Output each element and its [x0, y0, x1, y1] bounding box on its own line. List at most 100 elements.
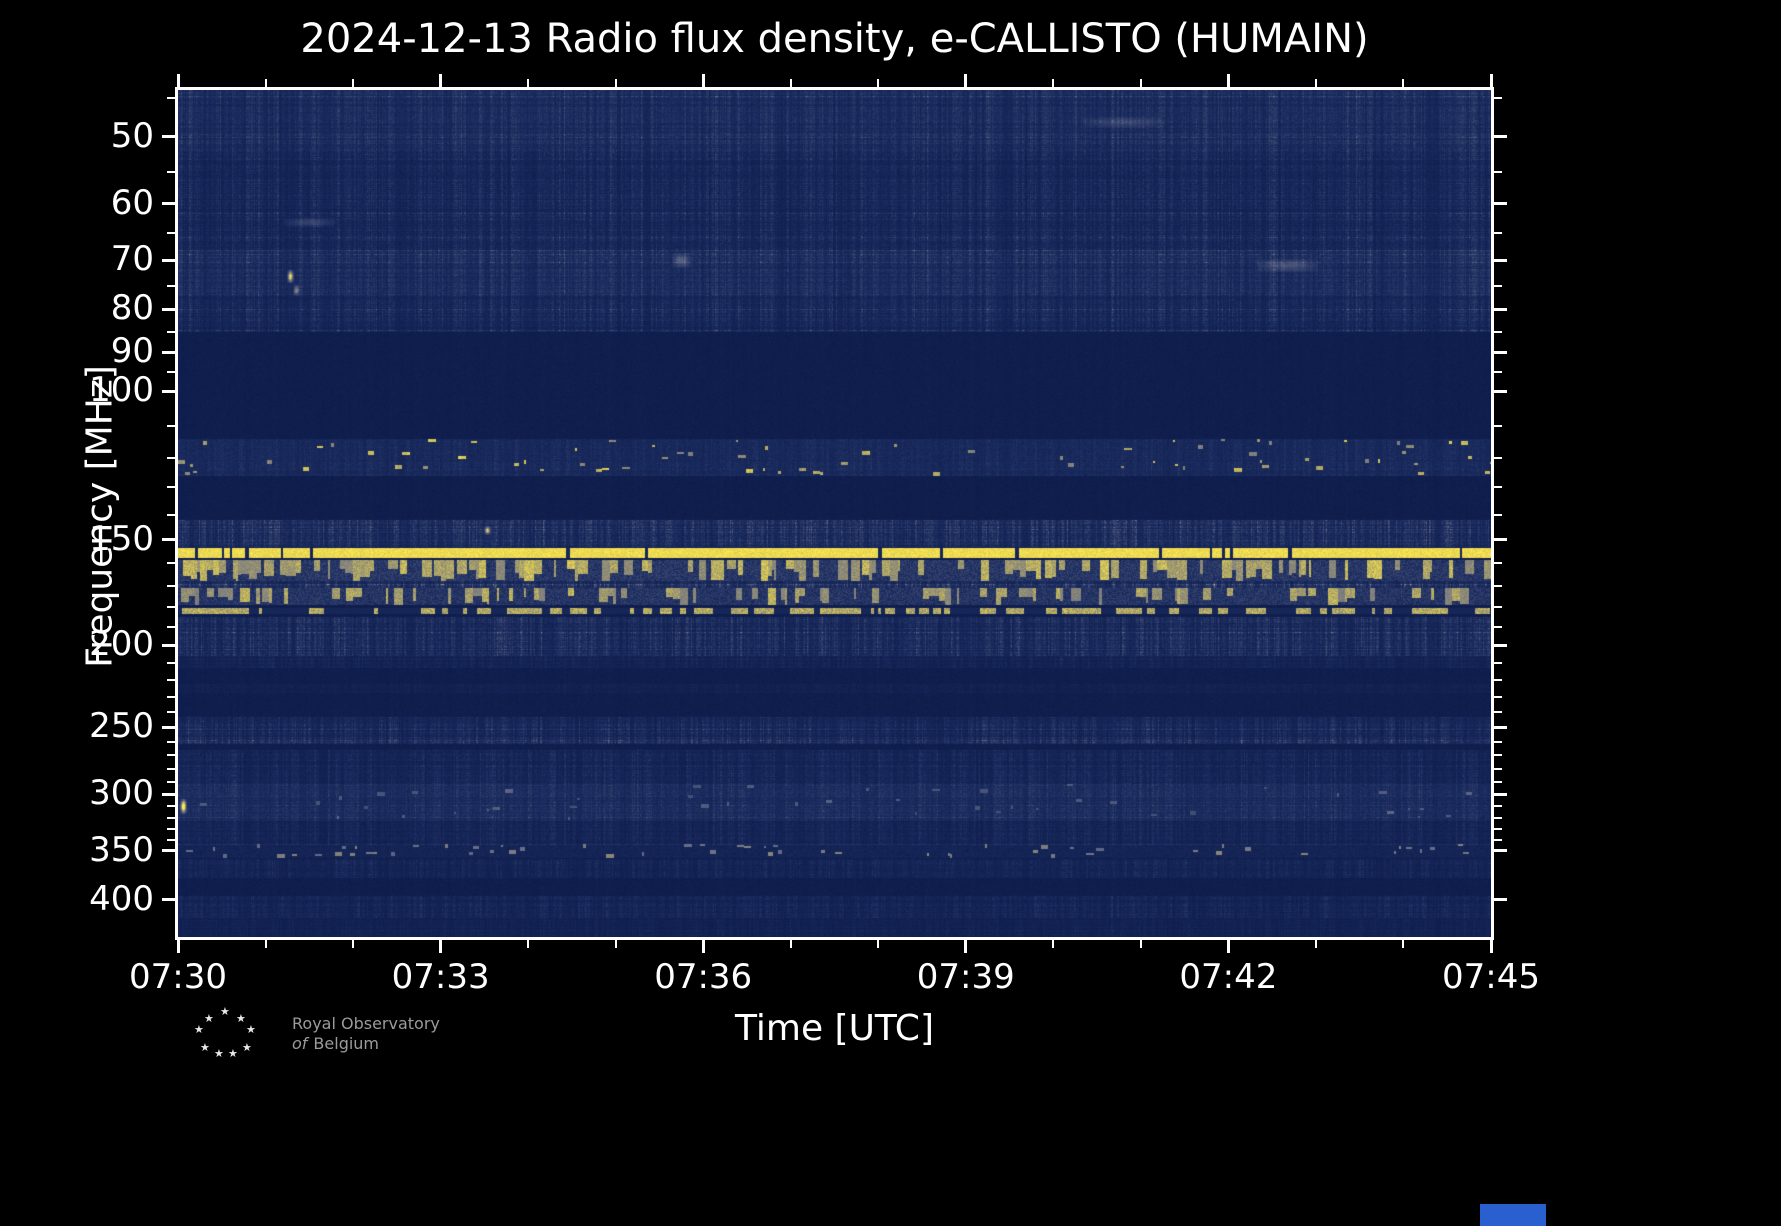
y-minor-tick [167, 711, 175, 714]
y-minor-tick-right [1494, 711, 1502, 714]
x-minor-tick [877, 940, 880, 948]
y-tick-right [1494, 898, 1507, 902]
y-tick [162, 350, 175, 354]
rob-logo-of: of [292, 1034, 308, 1053]
y-minor-tick [167, 232, 175, 235]
y-minor-tick [167, 371, 175, 374]
y-axis-label: Frequency [MHz] [79, 365, 121, 668]
x-minor-tick [789, 940, 792, 948]
y-minor-tick-right [1494, 562, 1502, 565]
star-icon: ★ [246, 1023, 256, 1036]
y-minor-tick-right [1494, 754, 1502, 757]
star-icon: ★ [242, 1041, 252, 1054]
star-icon: ★ [228, 1047, 238, 1060]
y-minor-tick [167, 605, 175, 608]
star-icon: ★ [194, 1023, 204, 1036]
y-tick-label: 50 [110, 115, 154, 156]
x-minor-tick-top [352, 79, 355, 87]
y-minor-tick [167, 625, 175, 628]
y-minor-tick-right [1494, 97, 1502, 100]
y-tick-label: 60 [110, 182, 154, 223]
y-tick [162, 643, 175, 647]
y-minor-tick [167, 805, 175, 808]
y-minor-tick [167, 425, 175, 428]
y-minor-tick [167, 767, 175, 770]
y-minor-tick-right [1494, 425, 1502, 428]
x-minor-tick [1402, 940, 1405, 948]
x-minor-tick [1139, 940, 1142, 948]
y-minor-tick-right [1494, 284, 1502, 287]
corner-mark [1480, 1204, 1546, 1226]
y-tick-right [1494, 643, 1507, 647]
x-tick-label: 07:45 [1442, 957, 1540, 997]
y-tick [162, 725, 175, 729]
y-minor-tick-right [1494, 625, 1502, 628]
y-minor-tick [167, 838, 175, 841]
y-tick [162, 307, 175, 311]
y-minor-tick [167, 97, 175, 100]
y-tick [162, 258, 175, 262]
y-tick-right [1494, 350, 1507, 354]
y-minor-tick-right [1494, 816, 1502, 819]
y-minor-tick [167, 695, 175, 698]
y-minor-tick-right [1494, 780, 1502, 783]
x-tick-label: 07:33 [391, 957, 490, 997]
y-minor-tick [167, 486, 175, 489]
y-minor-tick [167, 456, 175, 459]
y-minor-tick-right [1494, 170, 1502, 173]
y-tick-label: 300 [89, 773, 154, 814]
y-minor-tick-right [1494, 695, 1502, 698]
y-tick [162, 849, 175, 853]
y-minor-tick-right [1494, 232, 1502, 235]
x-minor-tick [527, 940, 530, 948]
y-tick-right [1494, 202, 1507, 206]
rob-logo-text: Royal Observatory of Belgium [292, 1014, 440, 1054]
x-minor-tick-top [1402, 79, 1405, 87]
x-minor-tick-top [614, 79, 617, 87]
y-tick [162, 389, 175, 393]
star-icon: ★ [236, 1012, 246, 1025]
x-minor-tick-top [527, 79, 530, 87]
y-tick-right [1494, 135, 1507, 139]
y-minor-tick [167, 330, 175, 333]
x-tick-label: 07:39 [916, 957, 1015, 997]
y-minor-tick [167, 679, 175, 682]
y-minor-tick [167, 754, 175, 757]
x-axis-label: Time [UTC] [734, 1008, 934, 1049]
x-minor-tick-top [1052, 79, 1055, 87]
rob-logo: ★ ★ ★ ★ ★ ★ ★ ★ ★ Royal Observatory of Belgium [186, 1006, 440, 1062]
y-minor-tick [167, 816, 175, 819]
y-minor-tick-right [1494, 513, 1502, 516]
y-minor-tick-right [1494, 838, 1502, 841]
x-minor-tick [614, 940, 617, 948]
rob-logo-belgium: Belgium [313, 1034, 380, 1053]
y-minor-tick-right [1494, 330, 1502, 333]
y-minor-tick-right [1494, 767, 1502, 770]
rob-logo-stars-icon: ★ ★ ★ ★ ★ ★ ★ ★ ★ [186, 1006, 270, 1062]
x-minor-tick-top [789, 79, 792, 87]
x-minor-tick [1314, 940, 1317, 948]
x-tick-label: 07:36 [654, 957, 753, 997]
x-minor-tick-top [1314, 79, 1317, 87]
x-minor-tick [352, 940, 355, 948]
x-minor-tick-top [264, 79, 267, 87]
y-tick-right [1494, 725, 1507, 729]
y-minor-tick-right [1494, 740, 1502, 743]
rob-logo-line2: of Belgium [292, 1034, 440, 1054]
y-tick [162, 202, 175, 206]
y-tick-right [1494, 389, 1507, 393]
x-tick-top [176, 74, 180, 87]
y-minor-tick-right [1494, 662, 1502, 665]
y-minor-tick-right [1494, 679, 1502, 682]
y-minor-tick-right [1494, 605, 1502, 608]
y-tick [162, 792, 175, 796]
y-minor-tick [167, 662, 175, 665]
x-tick [176, 940, 180, 953]
chart-title: 2024-12-13 Radio flux density, e-CALLIST… [300, 16, 1369, 62]
y-minor-tick-right [1494, 371, 1502, 374]
y-tick-label: 400 [89, 878, 154, 919]
y-tick-label: 350 [89, 829, 154, 870]
star-icon: ★ [220, 1005, 230, 1018]
x-minor-tick-top [877, 79, 880, 87]
y-minor-tick [167, 584, 175, 587]
